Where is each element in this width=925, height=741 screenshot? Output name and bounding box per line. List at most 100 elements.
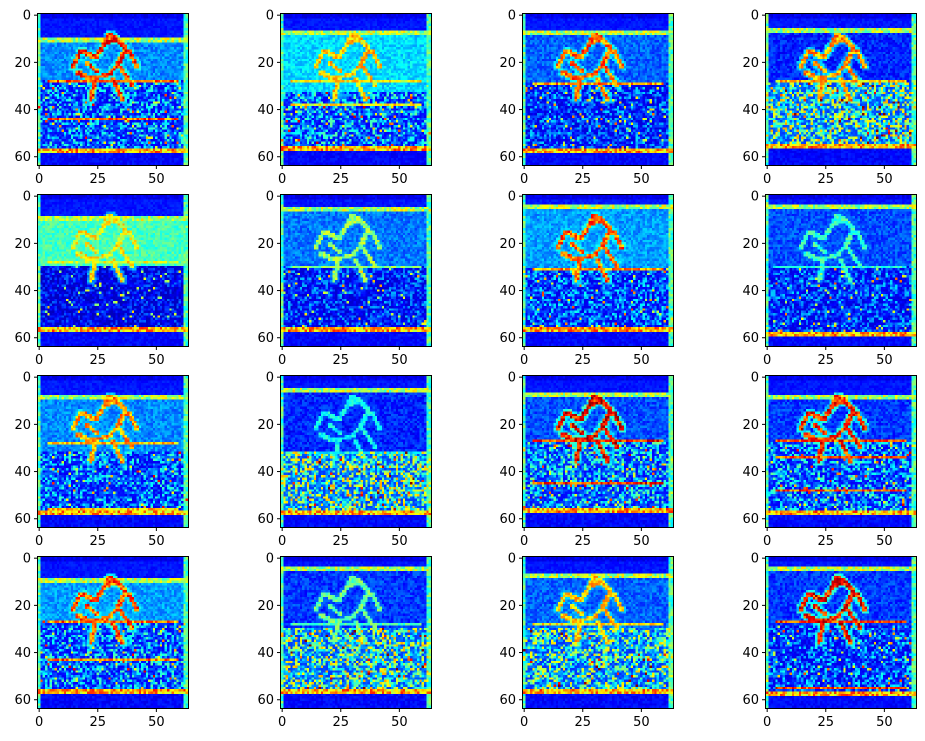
y-tick-label: 40 xyxy=(499,646,516,661)
axes-frame xyxy=(280,194,432,347)
axes-frame xyxy=(765,375,917,528)
y-tick-label: 20 xyxy=(742,599,759,614)
y-tick-label: 0 xyxy=(23,190,31,205)
axes-frame xyxy=(522,194,674,347)
y-tick-label: 40 xyxy=(14,103,31,118)
y-tick-label: 0 xyxy=(751,9,759,24)
x-tick-label: 50 xyxy=(876,353,893,368)
x-tick-label: 50 xyxy=(391,353,408,368)
y-tick-label: 40 xyxy=(499,284,516,299)
y-tick-label: 0 xyxy=(266,371,274,386)
y-tick-label: 60 xyxy=(499,693,516,708)
y-tick-label: 40 xyxy=(257,646,274,661)
heatmap-panel-9: 0 25 50 0 20 40 60 xyxy=(14,371,189,549)
x-tick-label: 50 xyxy=(148,353,165,368)
heatmap-panel-5: 0 25 50 0 20 40 60 xyxy=(14,190,189,368)
y-tick-label: 60 xyxy=(257,331,274,346)
y-tick-label: 20 xyxy=(257,418,274,433)
y-tick-label: 40 xyxy=(257,103,274,118)
x-tick-label: 25 xyxy=(332,715,349,730)
y-tick-label: 40 xyxy=(257,465,274,480)
y-tick-label: 40 xyxy=(14,646,31,661)
y-tick-label: 0 xyxy=(751,190,759,205)
y-tick-label: 60 xyxy=(742,693,759,708)
y-tick-label: 40 xyxy=(742,465,759,480)
y-tick-label: 60 xyxy=(499,331,516,346)
x-tick-label: 25 xyxy=(817,715,834,730)
heatmap-image xyxy=(766,14,916,165)
y-tick-label: 40 xyxy=(14,465,31,480)
x-tick-label: 50 xyxy=(633,715,650,730)
y-tick-label: 60 xyxy=(14,693,31,708)
x-tick-label: 0 xyxy=(278,715,286,730)
y-tick-label: 60 xyxy=(14,331,31,346)
heatmap-image xyxy=(38,14,188,165)
axes-frame xyxy=(765,13,917,166)
axes-frame xyxy=(280,375,432,528)
heatmap-panel-4: 0 25 50 0 20 40 60 xyxy=(742,9,917,187)
y-tick-label: 40 xyxy=(14,284,31,299)
x-tick-label: 25 xyxy=(89,534,106,549)
x-tick-label: 25 xyxy=(332,534,349,549)
x-tick-label: 0 xyxy=(35,534,43,549)
y-tick-label: 0 xyxy=(266,552,274,567)
x-tick-label: 50 xyxy=(876,534,893,549)
heatmap-panel-11: 0 25 50 0 20 40 60 xyxy=(499,371,674,549)
heatmap-image xyxy=(38,376,188,527)
x-tick-label: 0 xyxy=(35,715,43,730)
x-tick-label: 50 xyxy=(633,534,650,549)
x-tick-label: 25 xyxy=(574,534,591,549)
axes-frame xyxy=(280,13,432,166)
y-tick-label: 0 xyxy=(508,9,516,24)
y-tick-label: 40 xyxy=(742,103,759,118)
heatmap-panel-1: 0 25 50 0 20 40 60 xyxy=(14,9,189,187)
y-tick-label: 0 xyxy=(751,552,759,567)
x-tick-label: 50 xyxy=(148,172,165,187)
axes-frame xyxy=(765,556,917,709)
heatmap-panel-6: 0 25 50 0 20 40 60 xyxy=(257,190,432,368)
y-tick-label: 60 xyxy=(14,512,31,527)
y-tick-label: 0 xyxy=(266,190,274,205)
y-tick-label: 0 xyxy=(23,552,31,567)
x-tick-label: 50 xyxy=(148,534,165,549)
x-tick-label: 25 xyxy=(332,172,349,187)
axes-frame xyxy=(280,556,432,709)
y-tick-label: 40 xyxy=(499,103,516,118)
x-tick-label: 50 xyxy=(633,172,650,187)
axes-frame xyxy=(522,375,674,528)
x-tick-label: 0 xyxy=(278,353,286,368)
x-tick-label: 0 xyxy=(763,534,771,549)
x-tick-label: 0 xyxy=(763,172,771,187)
x-tick-label: 50 xyxy=(391,172,408,187)
y-tick-label: 20 xyxy=(499,599,516,614)
x-tick-label: 0 xyxy=(763,715,771,730)
y-tick-label: 60 xyxy=(499,150,516,165)
heatmap-image xyxy=(281,376,431,527)
x-tick-label: 25 xyxy=(89,353,106,368)
heatmap-image xyxy=(766,195,916,346)
y-tick-label: 40 xyxy=(742,646,759,661)
x-tick-label: 25 xyxy=(817,534,834,549)
heatmap-panel-2: 0 25 50 0 20 40 60 xyxy=(257,9,432,187)
x-tick-label: 50 xyxy=(876,172,893,187)
y-tick-label: 20 xyxy=(742,418,759,433)
heatmap-image xyxy=(281,14,431,165)
y-tick-label: 60 xyxy=(257,693,274,708)
x-tick-label: 25 xyxy=(89,715,106,730)
heatmap-panel-3: 0 25 50 0 20 40 60 xyxy=(499,9,674,187)
y-tick-label: 40 xyxy=(257,284,274,299)
heatmap-panel-7: 0 25 50 0 20 40 60 xyxy=(499,190,674,368)
heatmap-panel-12: 0 25 50 0 20 40 60 xyxy=(742,371,917,549)
y-tick-label: 40 xyxy=(742,284,759,299)
x-tick-label: 25 xyxy=(89,172,106,187)
y-tick-label: 60 xyxy=(257,512,274,527)
y-tick-label: 20 xyxy=(742,56,759,71)
x-tick-label: 25 xyxy=(817,172,834,187)
heatmap-panel-14: 0 25 50 0 20 40 60 xyxy=(257,552,432,730)
x-tick-label: 50 xyxy=(148,715,165,730)
x-tick-label: 0 xyxy=(35,172,43,187)
x-tick-label: 25 xyxy=(332,353,349,368)
x-tick-label: 50 xyxy=(391,534,408,549)
x-tick-label: 50 xyxy=(391,715,408,730)
axes-frame xyxy=(37,194,189,347)
